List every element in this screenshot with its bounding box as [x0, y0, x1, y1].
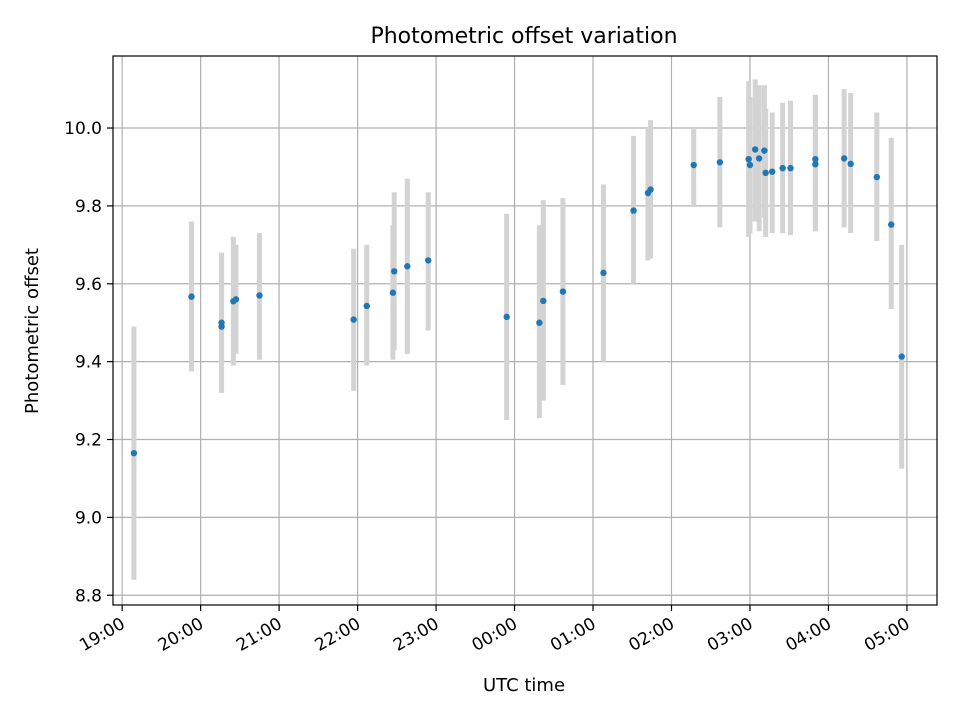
- data-point: [391, 268, 398, 275]
- data-point: [404, 263, 411, 270]
- data-point: [630, 207, 637, 214]
- grid: [113, 56, 937, 605]
- x-tick-label: 20:00: [155, 614, 207, 656]
- data-point: [188, 293, 195, 300]
- data-point: [218, 323, 225, 330]
- data-point: [350, 316, 357, 323]
- y-tick-label: 9.8: [75, 197, 102, 217]
- data-point: [761, 147, 768, 154]
- x-tick-label: 19:00: [76, 614, 128, 656]
- data-point: [779, 164, 786, 172]
- data-point: [769, 168, 776, 175]
- x-tick-label: 02:00: [626, 614, 678, 656]
- data-point: [787, 164, 794, 172]
- y-tick-label: 9.0: [75, 508, 102, 528]
- x-tick-label: 03:00: [704, 614, 756, 656]
- data-point: [762, 169, 769, 177]
- data-point: [503, 313, 510, 321]
- data-point: [540, 297, 547, 305]
- x-tick-label: 21:00: [233, 614, 285, 656]
- data-point: [256, 292, 263, 299]
- data-point: [559, 288, 567, 295]
- data-point: [812, 161, 819, 168]
- data-point: [690, 161, 697, 169]
- x-tick-label: 22:00: [312, 614, 364, 656]
- data-point: [873, 173, 881, 181]
- y-axis-ticks: 8.8 9.0 9.2 9.4 9.6 9.8 10.0: [64, 119, 113, 606]
- x-axis-label: UTC time: [483, 675, 565, 696]
- data-point: [812, 155, 819, 163]
- y-tick-label: 8.8: [75, 586, 102, 606]
- data-point: [746, 161, 754, 169]
- x-tick-label: 04:00: [783, 614, 835, 656]
- data-point: [898, 353, 905, 360]
- data-point: [847, 160, 854, 168]
- data-point: [536, 319, 543, 326]
- y-tick-label: 10.0: [64, 119, 102, 139]
- error-bars: [131, 79, 905, 580]
- chart-title: Photometric offset variation: [370, 24, 677, 49]
- data-point: [130, 449, 138, 457]
- plot-frame: [112, 55, 938, 606]
- data-point: [425, 257, 432, 264]
- data-point: [232, 296, 240, 303]
- x-tick-label: 00:00: [469, 614, 521, 656]
- data-point: [647, 186, 654, 193]
- data-point: [600, 269, 607, 277]
- data-point: [755, 155, 763, 162]
- data-point: [745, 155, 752, 163]
- data-point: [888, 221, 895, 228]
- data-point: [389, 289, 397, 296]
- x-tick-label: 01:00: [547, 614, 599, 656]
- y-tick-label: 9.4: [75, 353, 102, 373]
- y-tick-label: 9.6: [75, 275, 102, 295]
- data-point: [716, 159, 724, 166]
- y-axis-label: Photometric offset: [22, 248, 43, 414]
- data-point: [751, 146, 759, 153]
- x-tick-label: 23:00: [390, 614, 442, 656]
- data-points: [130, 146, 905, 457]
- x-axis-ticks: 19:00 20:00 21:00 22:00 23:00 00:00 01:00 02:00…: [76, 605, 913, 656]
- x-tick-label: 05:00: [861, 614, 913, 656]
- y-tick-label: 9.2: [75, 431, 102, 451]
- data-point: [363, 302, 370, 310]
- data-point: [840, 155, 848, 162]
